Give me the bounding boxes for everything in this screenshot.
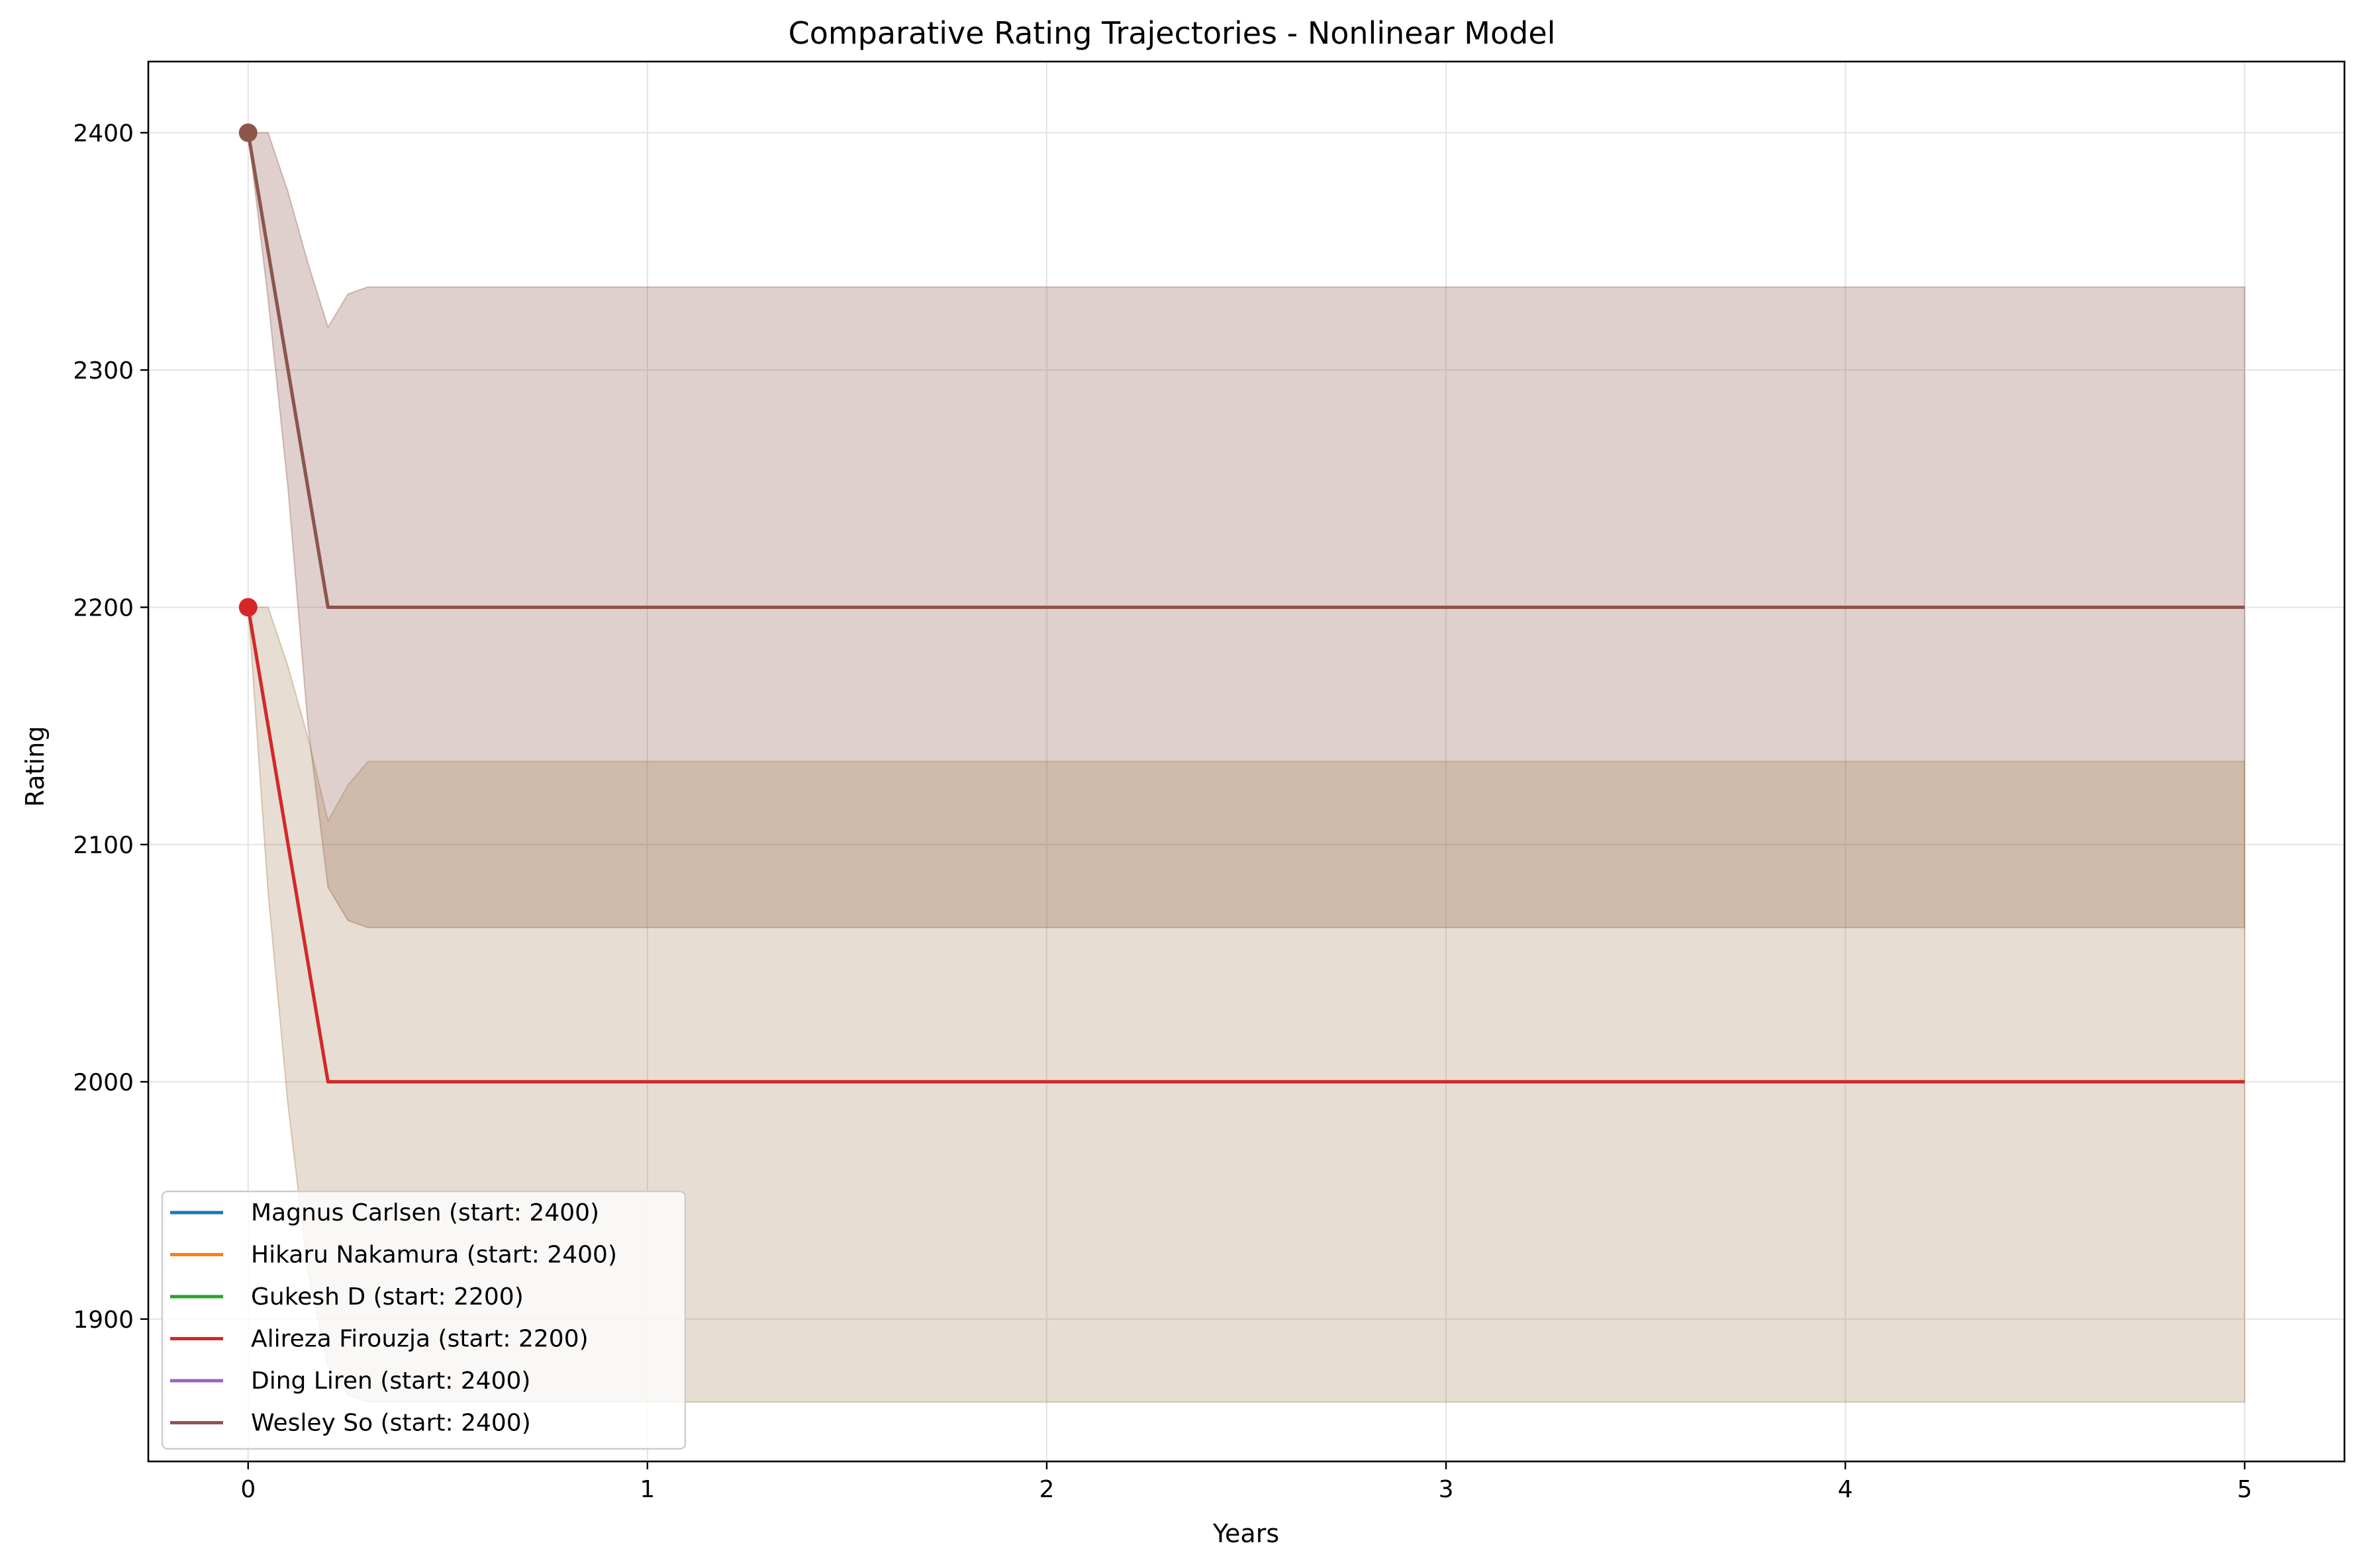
series-layer	[246, 132, 2245, 1084]
marker-layer	[238, 123, 258, 617]
band-layer	[247, 132, 2246, 1403]
y-tick-label: 2200	[73, 594, 134, 622]
axis-layer: 0 1 2 3 4 5 1900 2000 2100 2200 2300 2400	[73, 60, 2346, 1503]
x-tick-label: 1	[640, 1476, 655, 1503]
start-marker-1	[238, 123, 258, 142]
y-tick-label: 1900	[73, 1307, 134, 1334]
x-axis-title: Years	[1212, 1519, 1279, 1548]
legend: Magnus Carlsen (start: 2400) Hikaru Nakam…	[161, 1190, 687, 1450]
y-tick-label: 2300	[73, 357, 134, 385]
y-tick-label: 2400	[73, 120, 134, 148]
legend-label: Wesley So (start: 2400)	[251, 1410, 531, 1437]
legend-label: Ding Liren (start: 2400)	[251, 1367, 530, 1395]
x-tick-label: 4	[1838, 1476, 1853, 1503]
y-axis-title: Rating	[21, 726, 50, 807]
x-tick-label: 5	[2237, 1476, 2252, 1503]
x-tick-label: 0	[240, 1476, 256, 1503]
series-line-6	[246, 132, 2245, 609]
start-marker-2	[238, 598, 258, 617]
legend-label: Gukesh D (start: 2200)	[251, 1283, 524, 1311]
x-tick-label: 3	[1439, 1476, 1454, 1503]
series-line-4	[246, 607, 2245, 1084]
legend-box	[161, 1190, 687, 1450]
legend-label: Hikaru Nakamura (start: 2400)	[251, 1242, 617, 1269]
x-tick-label: 2	[1039, 1476, 1055, 1503]
y-tick-label: 2000	[73, 1069, 134, 1096]
legend-label: Alireza Firouzja (start: 2200)	[251, 1326, 589, 1353]
chart-title: Comparative Rating Trajectories - Nonlin…	[789, 15, 1556, 51]
legend-label: Magnus Carlsen (start: 2400)	[251, 1199, 599, 1226]
plot-frame	[147, 60, 2346, 1463]
y-tick-label: 2100	[73, 832, 134, 859]
